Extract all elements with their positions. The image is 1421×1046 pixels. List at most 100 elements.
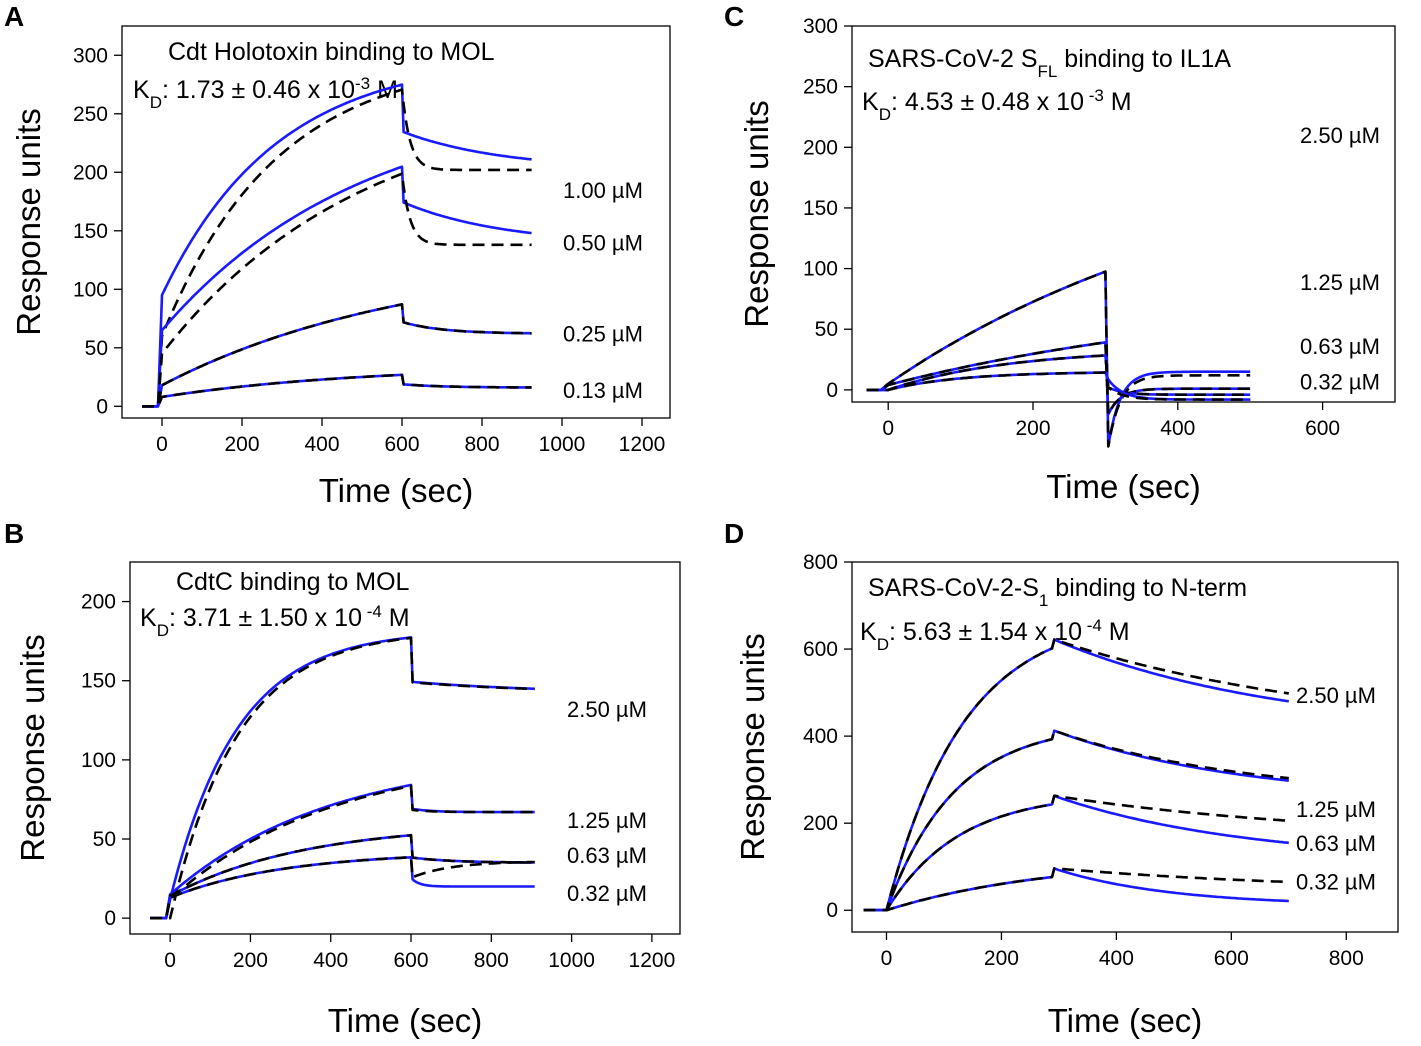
panel-letter: B: [4, 518, 24, 549]
x-tick-label: 600: [1305, 417, 1340, 440]
sensorgram-data-1: [863, 729, 1289, 912]
y-tick-label: 800: [803, 551, 838, 574]
kd-annotation: KD: 3.71 ± 1.50 x 10 -4 M: [140, 602, 410, 640]
y-axis-label: Response units: [734, 633, 771, 860]
x-tick-label: 800: [474, 949, 509, 972]
panel-d: D 0 200 400 600 800 0 200 400 600 800 Time (sec) Res…: [724, 518, 1399, 1039]
y-tick-label: 50: [815, 318, 838, 341]
y-tick-label: 50: [85, 337, 108, 360]
y-tick-label: 100: [81, 749, 116, 772]
concentration-label: 0.63 µM: [1300, 334, 1380, 359]
kd-annotation: KD: 4.53 ± 0.48 x 10 -3 M: [862, 86, 1132, 124]
y-tick-label: 300: [73, 44, 108, 67]
y-tick-label: 100: [803, 258, 838, 281]
sensorgram-fit-3: [863, 867, 1289, 912]
x-tick-label: 0: [881, 947, 893, 970]
sensorgram-fit-3: [142, 373, 532, 408]
sensorgram-fit-1: [866, 341, 1251, 416]
concentration-label: 0.25 µM: [563, 322, 643, 347]
sensorgram-fit-0: [142, 88, 532, 408]
concentration-label: 1.25 µM: [1296, 797, 1376, 822]
sensorgram-fit-0: [863, 638, 1289, 912]
y-tick-label: 200: [803, 812, 838, 835]
panel-a: A 0 200 400 600 800 1000 1200 0 50 100 150 200 250 300…: [4, 1, 671, 509]
x-tick-label: 1200: [619, 433, 666, 456]
concentration-label: 2.50 µM: [1296, 683, 1376, 708]
y-tick-label: 100: [73, 278, 108, 301]
panel-letter: A: [4, 1, 24, 32]
y-tick-label: 600: [803, 638, 838, 661]
concentration-label: 0.32 µM: [567, 881, 647, 906]
sensorgram-fit-0: [866, 270, 1251, 448]
plot-frame: [129, 561, 681, 935]
sensorgram-fit-2: [863, 794, 1289, 912]
x-tick-label: 0: [164, 949, 176, 972]
x-tick-label: 400: [304, 433, 339, 456]
concentration-label: 2.50 µM: [1300, 123, 1380, 148]
panel-letter: D: [724, 518, 744, 549]
chart-title: CdtC binding to MOL: [176, 568, 410, 596]
y-tick-label: 300: [803, 15, 838, 38]
chart-title: SARS-CoV-2-S1 binding to N-term: [868, 574, 1247, 610]
sensorgram-fit-1: [863, 729, 1289, 912]
sensorgram-data-2: [863, 794, 1289, 912]
x-tick-label: 0: [882, 417, 894, 440]
concentration-label: 1.25 µM: [567, 808, 647, 833]
x-tick-label: 0: [156, 433, 168, 456]
y-tick-label: 50: [93, 828, 116, 851]
sensorgram-fit-2: [142, 303, 532, 408]
x-tick-label: 200: [233, 949, 268, 972]
concentration-label: 0.32 µM: [1296, 870, 1376, 895]
sensorgram-data-2: [150, 833, 535, 920]
x-tick-label: 1200: [629, 949, 676, 972]
concentration-label: 0.50 µM: [563, 230, 643, 255]
sensorgram-data-0: [150, 636, 535, 920]
y-tick-label: 0: [96, 395, 108, 418]
y-tick-label: 200: [73, 161, 108, 184]
y-tick-label: 0: [826, 899, 838, 922]
sensorgram-data-1: [150, 783, 535, 920]
kd-annotation: KD: 5.63 ± 1.54 x 10 -4 M: [860, 616, 1130, 654]
sensorgram-fit-2: [150, 833, 535, 920]
sensorgram-fit-3: [150, 856, 535, 920]
sensorgram-data-3: [863, 867, 1289, 912]
x-tick-label: 1000: [539, 433, 586, 456]
x-tick-label: 800: [464, 433, 499, 456]
concentration-label: 1.00 µM: [563, 178, 643, 203]
y-tick-label: 250: [803, 76, 838, 99]
y-tick-label: 400: [803, 725, 838, 748]
y-tick-label: 150: [81, 670, 116, 693]
sensorgram-fit-2: [866, 354, 1251, 396]
chart-title: Cdt Holotoxin binding to MOL: [168, 38, 495, 66]
y-axis-label: Response units: [738, 100, 775, 327]
sensorgram-data-0: [142, 83, 532, 408]
y-tick-label: 250: [73, 103, 108, 126]
sensorgram-data-1: [142, 165, 532, 408]
x-tick-label: 400: [1160, 417, 1195, 440]
y-tick-label: 0: [104, 907, 116, 930]
y-tick-label: 200: [81, 591, 116, 614]
concentration-label: 0.63 µM: [1296, 831, 1376, 856]
y-tick-label: 150: [73, 220, 108, 243]
x-tick-label: 600: [393, 949, 428, 972]
x-tick-label: 200: [984, 947, 1019, 970]
x-tick-label: 400: [313, 949, 348, 972]
x-axis-label: Time (sec): [1048, 1002, 1203, 1039]
x-axis-label: Time (sec): [328, 1002, 483, 1039]
x-axis-label: Time (sec): [319, 472, 474, 509]
sensorgram-fit-1: [150, 784, 535, 920]
concentration-label: 0.13 µM: [563, 378, 643, 403]
panel-c: C 0 200 400 600 0 50 100 150 200 250 300 Time (sec) R…: [724, 1, 1396, 505]
y-tick-label: 200: [803, 136, 838, 159]
sensorgram-data-0: [863, 638, 1289, 912]
sensorgram-fit-3: [866, 371, 1251, 401]
x-tick-label: 200: [224, 433, 259, 456]
plot-frame: [121, 25, 671, 419]
y-axis-label: Response units: [14, 634, 51, 861]
sensorgram-fit-0: [150, 636, 535, 920]
x-tick-label: 200: [1015, 417, 1050, 440]
concentration-label: 1.25 µM: [1300, 270, 1380, 295]
y-axis-label: Response units: [10, 108, 47, 335]
x-tick-label: 600: [1214, 947, 1249, 970]
